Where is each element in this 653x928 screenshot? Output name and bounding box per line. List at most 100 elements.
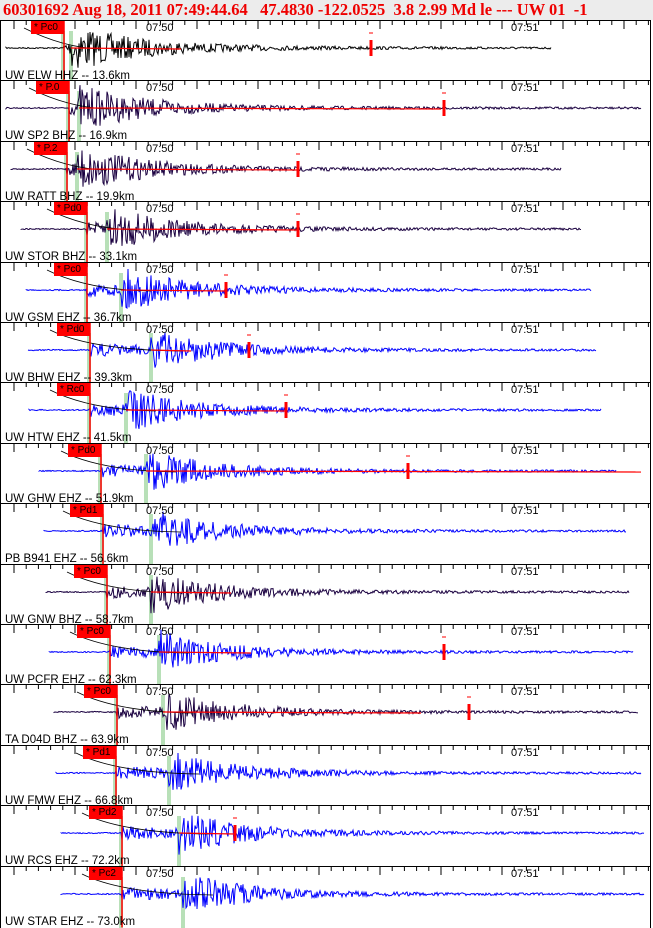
coda-end-marker [296,160,300,177]
time-label: 07:51 [511,626,539,638]
station-label: UW RCS EHZ -- 72.2km [5,855,130,868]
s-phase-marker [75,151,79,203]
station-label: UW STOR BHZ -- 33.1km [5,251,138,264]
waveform-trace [43,511,627,546]
time-label: 07:51 [511,142,539,155]
time-label: 07:50 [146,203,174,216]
seismogram-panel[interactable]: 07:50 07:51 * Pc0 UW GNW BHZ -- 58.7km [0,563,651,626]
seismogram-panel[interactable]: 07:50 07:51 * Pd0 UW STOR BHZ -- 33.1km [0,201,651,264]
seismogram-panel[interactable]: 07:50 07:51 * Pd0 UW BHW EHZ -- 39.3km [0,322,651,384]
coda-end-marker [406,462,410,479]
waveform-plot [5,81,649,143]
time-label: 07:50 [146,867,174,880]
station-label: UW HTW EHZ -- 41.5km [5,432,132,445]
p-phase-marker [98,453,102,505]
station-label: UW SP2 BHZ -- 16.9km [5,130,128,143]
time-label: 07:50 [146,626,174,638]
phase-pick-label[interactable]: * Pd1 [70,504,103,518]
s-phase-marker [149,333,153,384]
time-label: 07:51 [511,384,539,397]
time-label: 07:50 [146,565,174,578]
waveform-plot [13,685,649,747]
seismogram-panel[interactable]: 07:50 07:51 * Rc0 UW HTW EHZ -- 41.5km [0,382,651,445]
coda-end-marker [442,100,446,117]
phase-pick-label[interactable]: * P.0 [36,81,69,95]
station-label: UW GNW BHZ -- 58.7km [5,613,134,626]
time-label: 07:50 [146,324,174,336]
station-label: UW PCFR EHZ -- 62.3km [5,674,137,686]
seismogram-panel[interactable]: 07:50 07:51 * Pd1 UW FMW EHZ -- 66.8km [0,744,651,807]
p-phase-marker [119,876,123,928]
station-label: UW RATT BHZ -- 19.9km [5,190,135,203]
coda-line [120,288,227,292]
coda-end-marker [467,704,471,721]
phase-pick-label[interactable]: * Pd2 [89,806,122,820]
phase-pick-label[interactable]: * Pc0 [77,625,110,638]
phase-pick-label[interactable]: * Pc0 [84,685,117,699]
waveform-trace [25,268,592,309]
phase-pick-label[interactable]: * Pc2 [89,866,122,880]
waveform-trace [20,209,582,247]
phase-pick-label[interactable]: * Pc0 [31,21,64,34]
coda-end-marker [369,40,373,56]
phase-pick-label[interactable]: * Pd1 [83,745,116,759]
phase-pick-label[interactable]: * Rc0 [57,383,90,397]
waveform-trace [38,453,617,490]
s-phase-marker [144,453,148,505]
phase-pick-label[interactable]: * Pc0 [74,564,107,578]
seismogram-panel[interactable]: 07:50 07:51 * Pc2 UW STAR EHZ -- 73.0km [0,865,651,928]
phase-pick-label[interactable]: * Pd0 [68,443,101,457]
waveform-plot [10,141,649,203]
station-label: UW GSM EHZ -- 36.7km [5,311,132,324]
s-phase-marker [149,514,153,566]
p-phase-marker [87,333,91,384]
coda-end-marker [284,402,288,419]
phase-pick-label[interactable]: * Pd0 [54,202,87,216]
phase-pick-label[interactable]: * Pc0 [54,262,87,276]
coda-end-marker [296,221,300,238]
waveform-trace [45,576,630,613]
waveform-plot [13,866,649,928]
time-label: 07:51 [511,565,539,578]
time-label: 07:51 [511,444,539,457]
seismogram-panel[interactable]: 07:50 07:51 * Pc0 UW PCFR EHZ -- 62.3km [0,624,651,686]
time-label: 07:50 [146,505,174,518]
time-label: 07:50 [146,142,174,155]
seismogram-panel[interactable]: 07:50 07:51 * P.0 UW SP2 BHZ -- 16.9km [0,80,651,143]
s-phase-marker [77,91,81,143]
seismogram-panels: 07:50 07:51 * Pc0 UW ELW HHZ -- 13.6km 07:50… [0,20,653,928]
time-label: 07:50 [146,263,174,276]
waveform-trace [10,150,562,187]
time-label: 07:50 [146,22,174,34]
p-phase-marker [84,212,88,264]
waveform-trace [60,876,645,910]
s-phase-marker [157,635,161,686]
waveform-plot [13,202,649,264]
p-phase-marker [113,755,117,807]
seismogram-panel[interactable]: 07:50 07:51 * Pc0 TA D04D BHZ -- 63.9km [0,684,651,747]
p-phase-marker [66,91,70,143]
station-label: TA D04D BHZ -- 63.9km [5,734,129,747]
seismogram-panel[interactable]: 07:50 07:51 * Pd2 UW RCS EHZ -- 72.2km [0,805,651,868]
phase-pick-label[interactable]: * Pd0 [57,323,90,336]
phase-pick-label[interactable]: * P.2 [34,141,67,155]
waveform-plot [13,564,649,626]
seismogram-panel[interactable]: 07:50 07:51 * Pc0 UW GSM EHZ -- 36.7km [0,261,651,324]
p-phase-marker [87,393,91,445]
p-phase-marker [61,31,65,82]
seismogram-panel[interactable]: 07:50 07:51 * Pd1 PB B941 EHZ -- 56.6km [0,503,651,566]
coda-line [76,168,299,171]
seismogram-panel[interactable]: 07:50 07:51 * P.2 UW RATT BHZ -- 19.9km [0,140,651,203]
waveform-trace [53,693,639,731]
waveform-trace [5,31,552,68]
s-phase-marker [69,31,73,82]
coda-line [150,590,232,594]
s-phase-marker [161,695,165,747]
station-label: UW ELW HHZ -- 13.6km [5,70,131,82]
waveform-plot [13,745,649,807]
seismogram-panel[interactable]: 07:50 07:51 * Pd0 UW GHW EHZ -- 51.9km [0,442,651,505]
p-phase-marker [119,816,123,868]
coda-line [178,832,236,835]
seismogram-panel[interactable]: 07:50 07:51 * Pc0 UW ELW HHZ -- 13.6km [0,20,651,82]
waveform-plot [13,443,649,505]
